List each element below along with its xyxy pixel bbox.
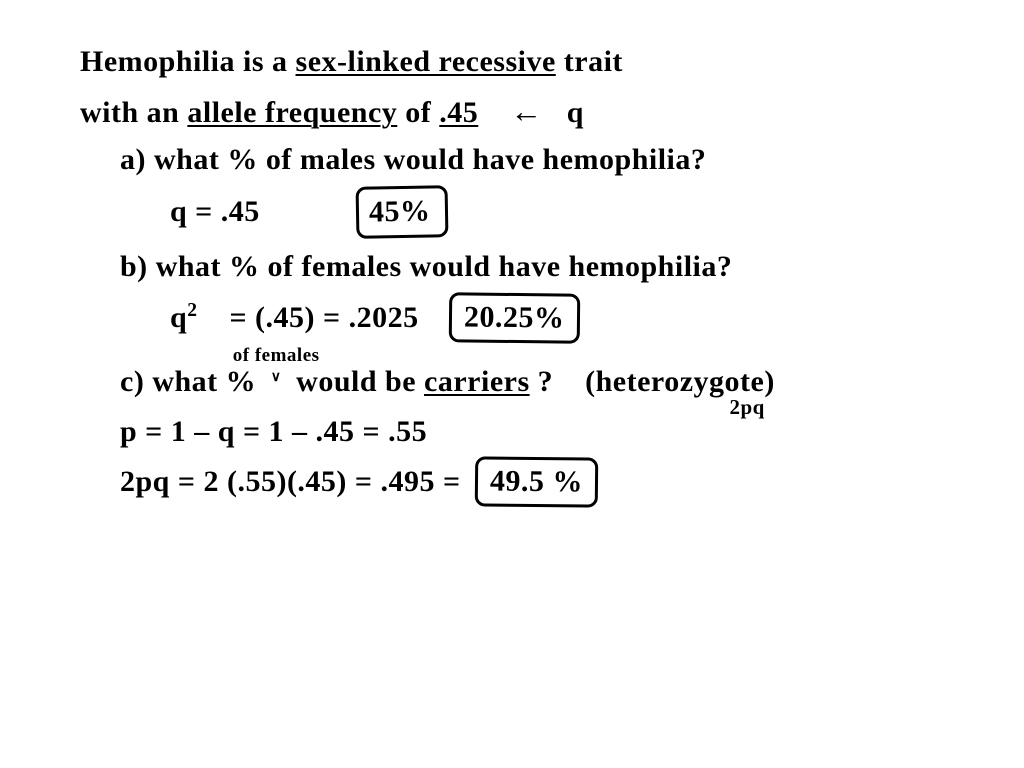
insert-of-females: of females xyxy=(233,342,320,370)
arrow-left-icon: ← xyxy=(510,93,543,129)
part-c-before: what % xyxy=(152,365,256,398)
note-sub-2pq: 2pq xyxy=(729,392,764,422)
part-c-p-eq: p = 1 – q = 1 – .45 = .55 xyxy=(120,415,427,448)
part-c-after-pre: would be xyxy=(296,365,424,398)
problem-subject: Hemophilia xyxy=(80,45,235,78)
caret-icon: ∨ xyxy=(271,368,282,388)
part-c-work-2pq: 2pq = 2 (.55)(.45) = .495 = 49.5 % xyxy=(120,457,964,507)
freq-value: .45 xyxy=(439,96,478,129)
text-of: of xyxy=(405,96,439,129)
part-a-work-eq: q = .45 xyxy=(170,195,260,228)
part-c-answer-box: 49.5 % xyxy=(474,456,598,507)
part-b-work: q2 = (.45) = .2025 20.25% xyxy=(170,293,964,343)
part-a-question: a) what % of males would have hemophilia… xyxy=(120,138,964,182)
part-b-exp: 2 xyxy=(187,300,197,321)
caret-insert: of females ∨ xyxy=(264,360,288,404)
heterozygote-note-wrap: (heterozygote) 2pq xyxy=(585,360,775,404)
part-a-work: q = .45 45% xyxy=(170,186,964,238)
text-with-an: with an xyxy=(80,96,187,129)
text-space2 xyxy=(551,96,559,129)
part-b-question: b) what % of females would have hemophil… xyxy=(120,245,964,289)
part-b-label: b) xyxy=(120,250,148,283)
part-a-label: a) xyxy=(120,143,146,176)
worksheet-page: Hemophilia is a sex-linked recessive tra… xyxy=(0,0,1024,551)
problem-line-1: Hemophilia is a sex-linked recessive tra… xyxy=(80,40,964,84)
carriers-word: carriers xyxy=(424,365,530,398)
part-b-eq: = (.45) = .2025 xyxy=(229,301,418,334)
trait-type: sex-linked recessive xyxy=(296,45,556,78)
part-a-text: what % of males would have hemophilia? xyxy=(154,143,706,176)
part-a-answer-box: 45% xyxy=(355,185,447,238)
freq-symbol: q xyxy=(567,96,584,129)
text-is-a: is a xyxy=(243,45,296,78)
part-b-answer-box: 20.25% xyxy=(448,292,579,343)
part-b-lhs: q xyxy=(170,301,187,334)
part-c-label: c) xyxy=(120,365,144,398)
part-c-2pq-eq: 2pq = 2 (.55)(.45) = .495 = xyxy=(120,465,461,498)
part-c-question: c) what % of females ∨ would be carriers… xyxy=(120,360,964,404)
freq-label: allele frequency xyxy=(187,96,397,129)
text-space8 xyxy=(561,365,577,398)
part-c-work-p: p = 1 – q = 1 – .45 = .55 xyxy=(120,410,964,454)
text-space5 xyxy=(205,301,221,334)
part-b-text: what % of females would have hemophilia? xyxy=(156,250,733,283)
text-space6 xyxy=(427,301,435,334)
text-trait: trait xyxy=(564,45,623,78)
text-space xyxy=(486,96,502,129)
problem-line-2: with an allele frequency of .45 ← q xyxy=(80,88,964,135)
part-c-qmark: ? xyxy=(538,365,554,398)
